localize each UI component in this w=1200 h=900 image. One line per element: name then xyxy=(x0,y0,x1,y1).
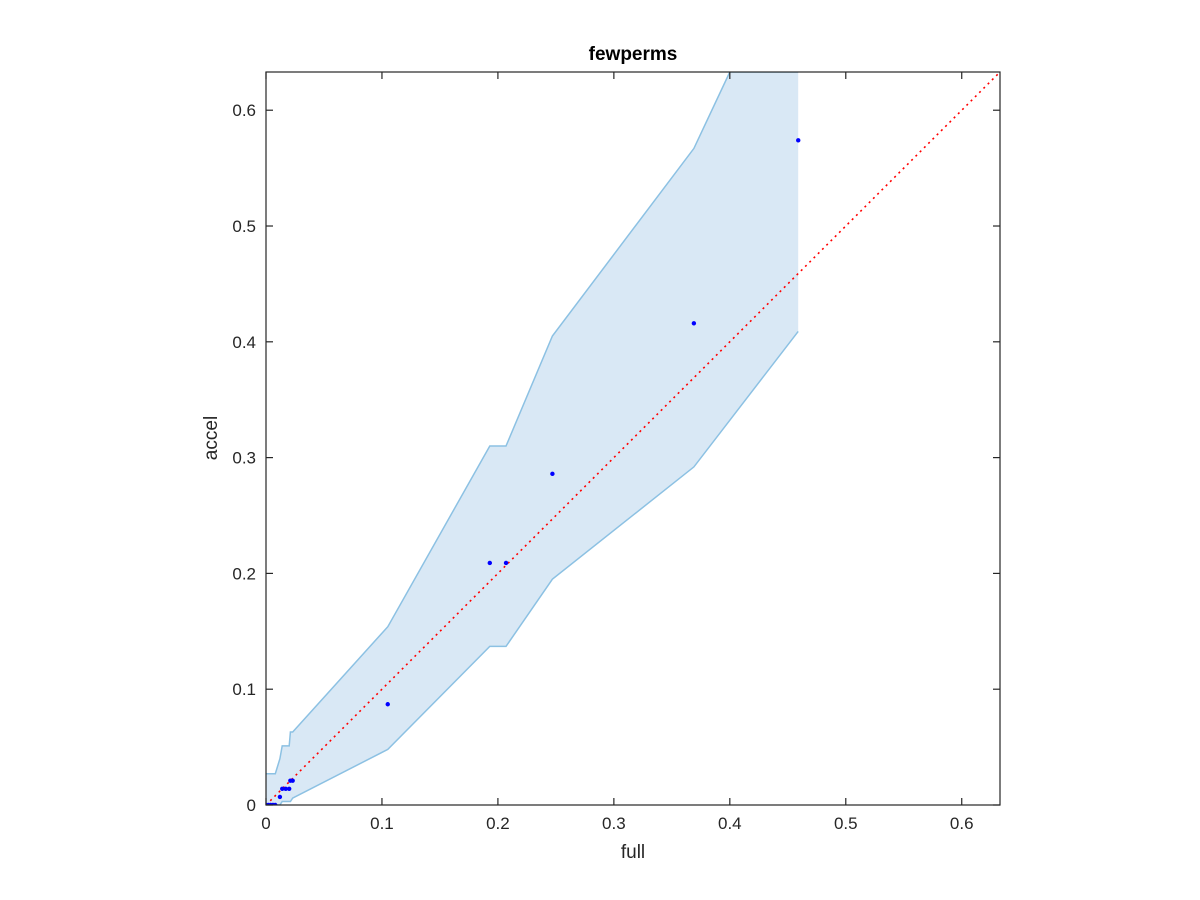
data-point xyxy=(283,786,288,791)
identity-reference-line xyxy=(266,72,1000,805)
data-point xyxy=(691,321,697,326)
x-tick-label: 0.2 xyxy=(486,814,510,833)
data-point xyxy=(503,560,509,566)
data-point xyxy=(796,138,801,143)
axis-tick-labels: 0 0.1 0.2 0.3 0.4 0.5 0.6 0 0.1 0.2 0.3 0.4 0.5 0.6 xyxy=(232,101,973,833)
y-axis-label: accel xyxy=(201,416,222,460)
y-tick-label: 0.2 xyxy=(232,564,256,583)
plot-area xyxy=(266,72,1000,805)
y-tick-label: 0.4 xyxy=(232,333,256,352)
chart-title: fewperms xyxy=(589,44,678,65)
x-tick-label: 0.1 xyxy=(370,814,394,833)
confidence-band-fill xyxy=(266,72,799,805)
y-tick-label: 0.6 xyxy=(232,101,256,120)
y-tick-label: 0.5 xyxy=(232,217,256,236)
data-point xyxy=(280,786,285,791)
y-tick-label: 0.3 xyxy=(232,449,256,468)
data-point xyxy=(385,702,390,707)
x-axis-label: full xyxy=(621,842,645,863)
y-tick-label: 0.1 xyxy=(232,680,256,699)
data-point xyxy=(550,471,555,477)
y-tick-label: 0 xyxy=(247,796,256,815)
data-point xyxy=(290,778,295,783)
data-point xyxy=(277,794,283,800)
x-tick-label: 0.4 xyxy=(718,814,742,833)
data-point xyxy=(286,786,292,791)
axes-box xyxy=(265,71,1001,806)
x-tick-label: 0.3 xyxy=(602,814,626,833)
x-tick-label: 0.5 xyxy=(834,814,858,833)
data-point xyxy=(487,560,492,566)
axis-ticks xyxy=(265,72,1000,806)
x-tick-label: 0 xyxy=(261,814,270,833)
x-tick-label: 0.6 xyxy=(950,814,974,833)
confidence-band-lower-edge xyxy=(266,330,799,805)
confidence-band-upper-edge xyxy=(266,72,799,775)
